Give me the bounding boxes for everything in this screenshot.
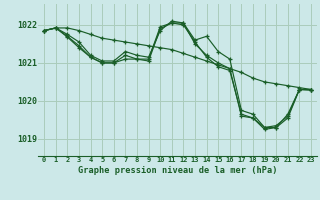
- X-axis label: Graphe pression niveau de la mer (hPa): Graphe pression niveau de la mer (hPa): [78, 166, 277, 175]
